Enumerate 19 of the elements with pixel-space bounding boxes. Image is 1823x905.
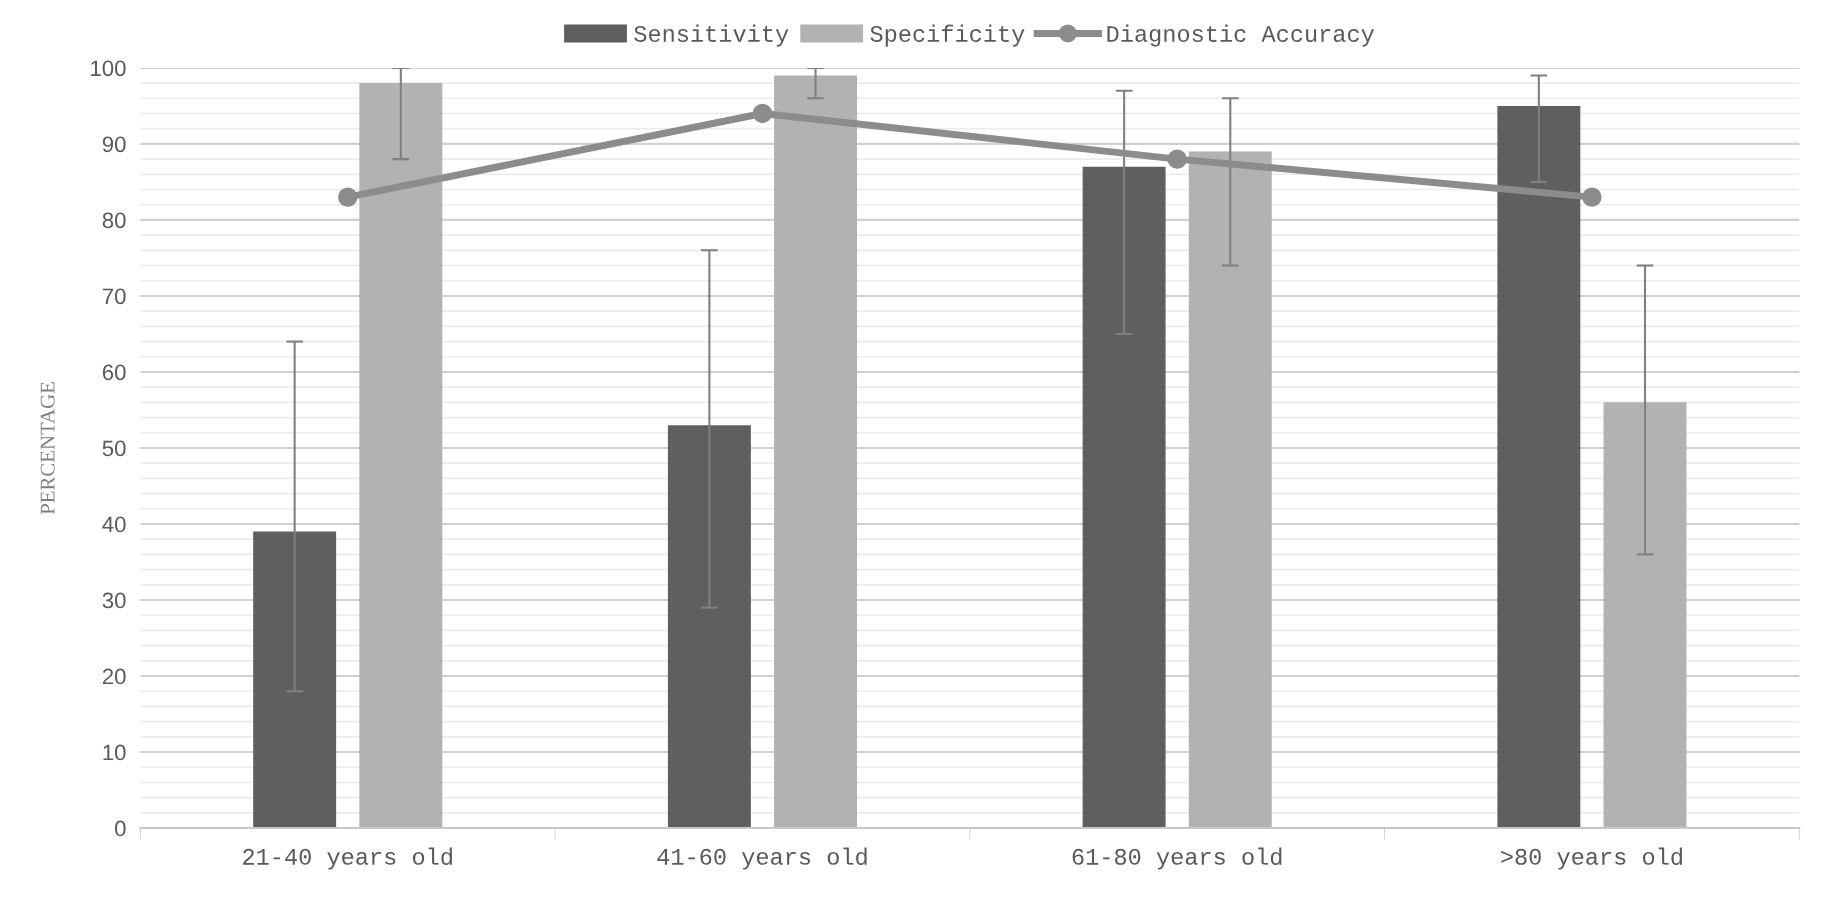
y-axis-title: PERCENTAGE (40, 382, 55, 515)
y-tick-label: 60 (102, 364, 126, 381)
y-tick-label: 0 (114, 820, 126, 837)
y-tick-label: 50 (102, 440, 126, 457)
x-tick-label: 61-80 years old (1072, 847, 1282, 870)
y-tick-label: 20 (102, 668, 126, 685)
y-tick-label: 70 (102, 288, 126, 305)
legend-label: Sensitivity (634, 24, 789, 47)
x-tick-label: 21-40 years old (243, 847, 452, 870)
y-tick-label: 30 (102, 592, 126, 609)
y-tick-label: 100 (91, 60, 126, 77)
y-tick-label: 40 (102, 516, 126, 533)
legend-label: Diagnostic Accuracy (1107, 24, 1375, 47)
x-tick-label: 41-60 years old (657, 847, 867, 870)
y-tick-label: 10 (103, 744, 126, 761)
legend-label: Specificity (870, 24, 1025, 47)
x-tick-label: >80 years old (1501, 847, 1682, 870)
y-tick-label: 80 (102, 212, 126, 229)
y-tick-label: 90 (102, 136, 126, 153)
